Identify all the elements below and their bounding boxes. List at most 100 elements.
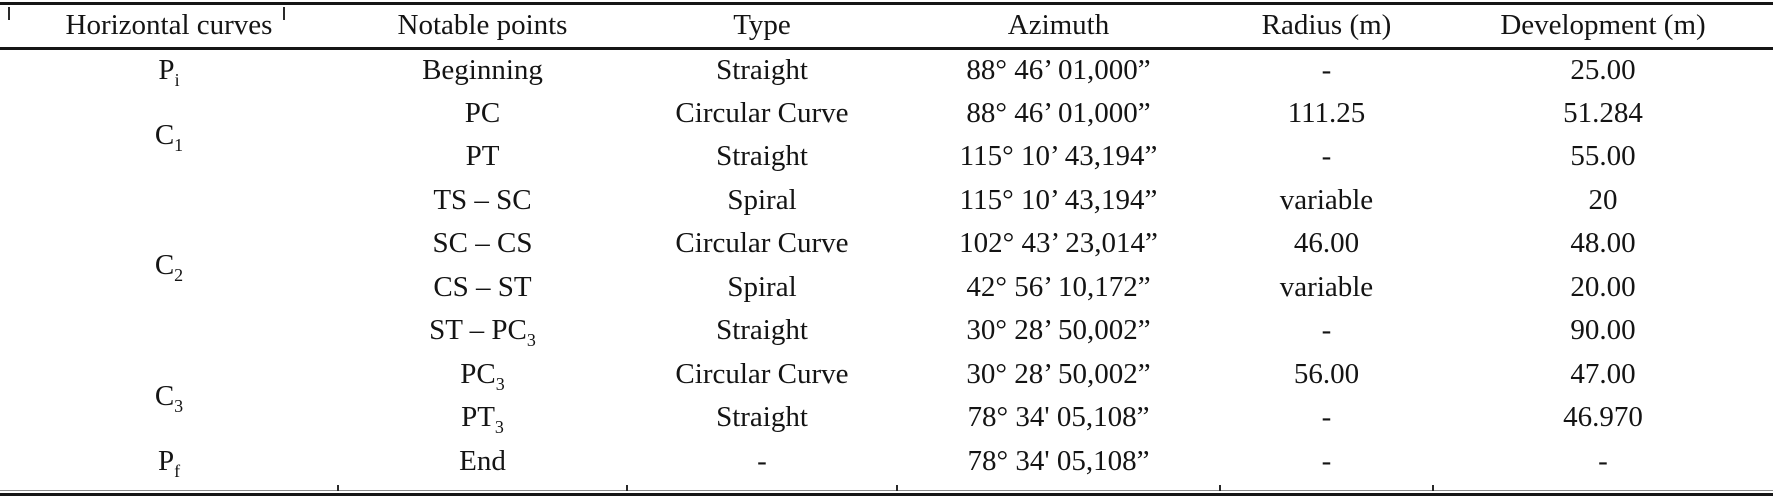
radius-cell-text: - bbox=[1321, 401, 1332, 434]
column-header-radius: Radius (m) bbox=[1261, 9, 1392, 42]
table-row: SC – CS Circular Curve 102° 43’ 23,014” 46.… bbox=[0, 223, 1773, 267]
radius-cell-text: - bbox=[1321, 444, 1332, 477]
development-cell-text: - bbox=[1598, 444, 1608, 477]
column-header-horizontal-curves: Horizontal curves bbox=[65, 9, 273, 42]
notable-point-cell-text: PT bbox=[465, 140, 500, 173]
development-cell-text: 47.00 bbox=[1570, 357, 1636, 390]
notable-point-cell-text: PC bbox=[464, 96, 501, 129]
type-cell-text: - bbox=[757, 444, 767, 477]
column-header-azimuth: Azimuth bbox=[1007, 9, 1110, 42]
radius-cell: 56.00 bbox=[1220, 353, 1433, 397]
development-cell: 20 bbox=[1433, 179, 1773, 223]
notable-point-cell: PC3 bbox=[338, 353, 627, 397]
azimuth-cell: 42° 56’ 10,172” bbox=[897, 266, 1220, 310]
notable-point-cell: SC – CS bbox=[338, 223, 627, 267]
curve-label-cell: C1 bbox=[0, 92, 338, 179]
azimuth-cell-text: 78° 34' 05,108” bbox=[967, 401, 1150, 434]
development-cell-text: 55.00 bbox=[1570, 140, 1636, 173]
curve-label-cell: Pi bbox=[0, 49, 338, 93]
azimuth-cell: 115° 10’ 43,194” bbox=[897, 179, 1220, 223]
azimuth-cell-text: 115° 10’ 43,194” bbox=[959, 140, 1158, 173]
column-header-notable-points: Notable points bbox=[397, 9, 568, 42]
notable-point-cell: PT bbox=[338, 136, 627, 180]
radius-cell: - bbox=[1220, 397, 1433, 441]
azimuth-cell-text: 42° 56’ 10,172” bbox=[966, 270, 1151, 303]
curve-label-subscript: i bbox=[174, 69, 180, 90]
radius-cell-text: 46.00 bbox=[1293, 227, 1360, 260]
table-row: PT3 Straight 78° 34' 05,108” - 46.970 bbox=[0, 397, 1773, 441]
radius-cell-text: - bbox=[1321, 314, 1332, 347]
radius-cell: - bbox=[1220, 440, 1433, 484]
notable-point-cell-text: PC bbox=[460, 357, 496, 390]
azimuth-cell: 78° 34' 05,108” bbox=[897, 397, 1220, 441]
development-cell-text: 20 bbox=[1588, 183, 1618, 216]
notable-point-cell-text: Beginning bbox=[422, 54, 543, 87]
development-cell: 90.00 bbox=[1433, 310, 1773, 354]
notable-point-cell: PT3 bbox=[338, 397, 627, 441]
curve-label-text: C bbox=[154, 379, 175, 412]
curve-label-subscript: f bbox=[174, 460, 181, 481]
radius-cell: - bbox=[1220, 49, 1433, 93]
notable-point-cell-text: ST – PC bbox=[429, 314, 527, 347]
table-row: C2 TS – SC Spiral 115° 10’ 43,194” variable 2… bbox=[0, 179, 1773, 284]
azimuth-cell: 30° 28’ 50,002” bbox=[897, 310, 1220, 354]
cell-boundary-tick bbox=[8, 7, 10, 20]
azimuth-cell: 88° 46’ 01,000” bbox=[897, 49, 1220, 93]
radius-cell: variable bbox=[1220, 179, 1433, 223]
development-cell: - bbox=[1433, 440, 1773, 484]
azimuth-cell-text: 88° 46’ 01,000” bbox=[966, 54, 1151, 87]
notable-point-cell-text: PT bbox=[461, 401, 495, 434]
radius-cell-text: - bbox=[1321, 140, 1332, 173]
radius-cell-text: variable bbox=[1279, 270, 1374, 303]
notable-point-cell-subscript: 3 bbox=[495, 373, 505, 394]
notable-point-cell-text: CS – ST bbox=[433, 270, 532, 303]
azimuth-cell: 30° 28’ 50,002” bbox=[897, 353, 1220, 397]
column-header-development: Development (m) bbox=[1500, 9, 1706, 42]
curve-label-cell: C3 bbox=[0, 353, 338, 440]
type-cell: Straight bbox=[627, 49, 897, 93]
notable-point-cell-text: SC – CS bbox=[432, 227, 533, 260]
development-cell-text: 51.284 bbox=[1563, 96, 1643, 129]
development-cell: 46.970 bbox=[1433, 397, 1773, 441]
azimuth-cell-text: 102° 43’ 23,014” bbox=[959, 227, 1158, 260]
curve-label-text: C bbox=[154, 118, 175, 151]
type-cell-text: Spiral bbox=[727, 270, 797, 303]
development-cell: 20.00 bbox=[1433, 266, 1773, 310]
curve-label-cell: C2 bbox=[0, 179, 338, 353]
header-row: Horizontal curves Notable points Type Az… bbox=[0, 3, 1773, 49]
azimuth-cell-text: 30° 28’ 50,002” bbox=[966, 357, 1151, 390]
notable-point-cell: CS – ST bbox=[338, 266, 627, 310]
radius-cell-text: - bbox=[1321, 54, 1332, 87]
development-cell-text: 90.00 bbox=[1570, 314, 1636, 347]
radius-cell: - bbox=[1220, 310, 1433, 354]
curve-label-text: C bbox=[154, 249, 175, 282]
table-row: CS – ST Spiral 42° 56’ 10,172” variable 20.0… bbox=[0, 266, 1773, 310]
notable-point-cell: TS – SC bbox=[338, 179, 627, 223]
curve-label-text: P bbox=[158, 54, 175, 87]
development-cell-text: 48.00 bbox=[1570, 227, 1636, 260]
table-row: Pf End - 78° 34' 05,108” - - bbox=[0, 440, 1773, 484]
type-cell-text: Circular Curve bbox=[675, 357, 849, 390]
cell-boundary-tick bbox=[1432, 485, 1434, 491]
radius-cell-text: 56.00 bbox=[1293, 357, 1360, 390]
azimuth-cell: 115° 10’ 43,194” bbox=[897, 136, 1220, 180]
type-cell: - bbox=[627, 440, 897, 484]
cell-boundary-tick bbox=[283, 7, 285, 20]
horizontal-curves-table: Horizontal curves Notable points Type Az… bbox=[0, 2, 1773, 484]
development-cell: 48.00 bbox=[1433, 223, 1773, 267]
type-cell-text: Straight bbox=[716, 314, 808, 347]
table-row: PT Straight 115° 10’ 43,194” - 55.00 bbox=[0, 136, 1773, 180]
notable-point-cell-subscript: 3 bbox=[526, 330, 536, 351]
cell-boundary-tick bbox=[1219, 485, 1221, 491]
type-cell-text: Straight bbox=[716, 54, 808, 87]
curve-label-subscript: 2 bbox=[174, 264, 184, 285]
table-row: C1 PC Circular Curve 88° 46’ 01,000” 111.25 5… bbox=[0, 92, 1773, 153]
cell-boundary-tick bbox=[337, 485, 339, 491]
type-cell: Straight bbox=[627, 397, 897, 441]
curve-label-cell: Pf bbox=[0, 440, 338, 484]
development-cell-text: 25.00 bbox=[1570, 54, 1636, 87]
notable-point-cell-text: TS – SC bbox=[433, 183, 532, 216]
notable-point-cell: Beginning bbox=[338, 49, 627, 93]
column-header-type: Type bbox=[733, 9, 791, 42]
table-row: Pi Beginning Straight 88° 46’ 01,000” - 25.00 bbox=[0, 49, 1773, 93]
